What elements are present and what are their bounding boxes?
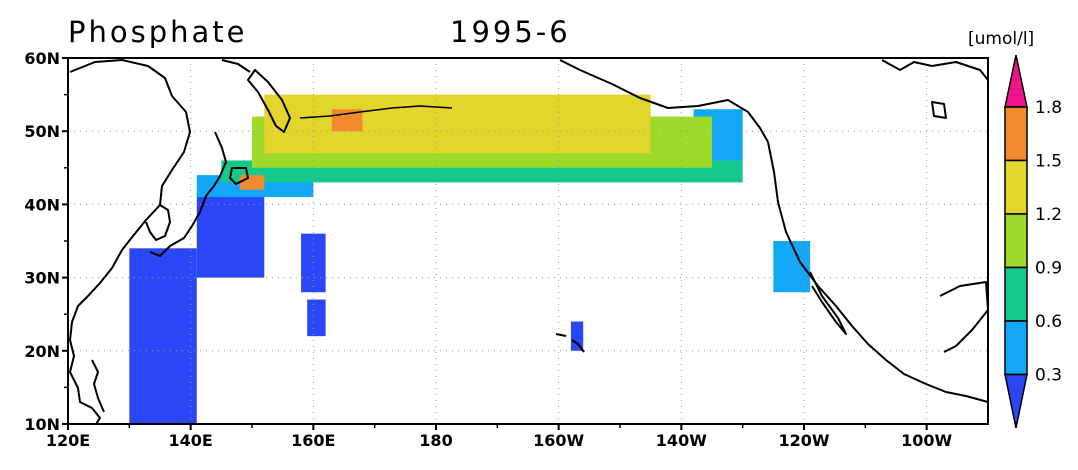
x-tick-label-0: 120E (46, 431, 90, 450)
gulf-coastline (939, 281, 989, 353)
colorbar-segment-2 (1004, 266, 1028, 322)
field-region-10 (264, 94, 651, 154)
y-tick-label-3: 40N (24, 195, 60, 214)
map-title: Phosphate (68, 15, 248, 49)
hawaii-coastline (555, 333, 585, 353)
asia-coastline (69, 59, 191, 425)
colorbar-segment-5 (1004, 106, 1028, 162)
map-gridlines (68, 58, 988, 424)
x-tick-label-3: 180 (419, 431, 452, 450)
phosphate-field (129, 94, 811, 424)
kamchatka-coastline (247, 69, 291, 133)
colorbar-level-0: 0.3 (1035, 366, 1062, 386)
colorbar-top-arrow (1004, 54, 1028, 108)
field-region-1 (196, 189, 265, 278)
field-region-3 (307, 299, 326, 337)
colorbar-level-2: 0.9 (1035, 259, 1062, 279)
hokkaido-coastline (229, 167, 249, 185)
field-region-12 (239, 175, 265, 190)
coastlines (69, 59, 989, 425)
colorbar: 0.3 0.6 0.9 1.2 1.5 1.8 (1004, 54, 1062, 429)
baja-coastline (809, 271, 847, 335)
island-coastline (931, 101, 947, 119)
colorbar-level-4: 1.5 (1035, 152, 1062, 172)
colorbar-bottom-arrow (1004, 373, 1028, 429)
map-period: 1995-6 (450, 15, 571, 49)
x-tick-label-6: 120W (778, 431, 829, 450)
aleutians-coastline (299, 105, 453, 119)
colorbar-segment-4 (1004, 159, 1028, 215)
korea-coastline (145, 204, 171, 241)
x-tick-label-5: 140W (656, 431, 707, 450)
y-tick-label-2: 30N (24, 269, 60, 288)
colorbar-segment-1 (1004, 320, 1028, 376)
colorbar-unit: [umol/l] (968, 29, 1034, 49)
japan-coastline (149, 131, 227, 257)
x-axis: 120E 140E 160E 180 160W 140W 120W 100W (46, 424, 953, 450)
y-tick-label-1: 20N (24, 342, 60, 361)
colorbar-level-5: 1.8 (1035, 98, 1062, 118)
arctic-coastline (881, 59, 989, 81)
alaska-coastline (559, 59, 769, 143)
y-tick-label-4: 50N (24, 122, 60, 141)
colorbar-level-1: 0.6 (1035, 312, 1062, 332)
x-tick-label-2: 160E (291, 431, 335, 450)
y-tick-label-5: 60N (24, 49, 60, 68)
x-tick-label-7: 100W (901, 431, 952, 450)
na-west-coastline (767, 141, 989, 403)
y-axis: 10N 20N 30N 40N 50N 60N (24, 49, 68, 434)
x-tick-label-4: 160W (533, 431, 584, 450)
field-region-0 (129, 248, 197, 424)
y-tick-label-0: 10N (24, 415, 60, 434)
philippines-coastline (91, 359, 105, 413)
colorbar-segment-3 (1004, 213, 1028, 269)
siberia-coastline (221, 59, 251, 73)
x-tick-label-1: 140E (169, 431, 213, 450)
field-region-4 (570, 321, 584, 351)
colorbar-level-3: 1.2 (1035, 205, 1062, 225)
